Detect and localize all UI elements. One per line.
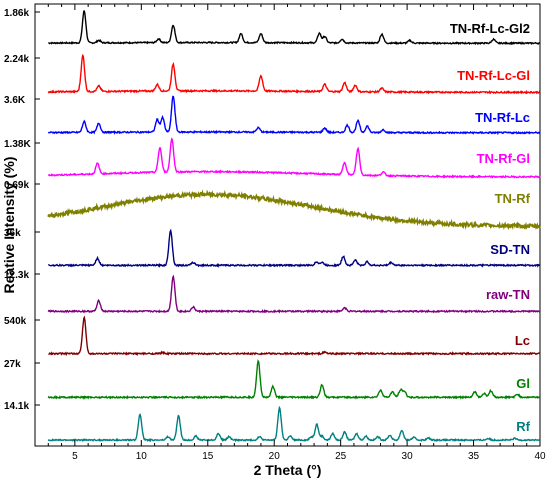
intensity-scale-label: 1.86k [4, 8, 29, 19]
x-tick-label: 20 [269, 451, 281, 462]
intensity-scale-label: 540k [4, 316, 27, 327]
series-line-TN-Rf-Lc [47, 95, 541, 136]
series-line-SD-TN [47, 228, 541, 268]
x-tick-label: 15 [202, 451, 214, 462]
x-tick-layer: 5 10 15 20 25 30 35 40 [47, 4, 546, 462]
series-line-TN-Rf-Lc-Gl2 [48, 10, 541, 46]
series-line-raw-TN [47, 274, 541, 314]
series-line-TN-Rf-Gl [47, 137, 541, 179]
series-line-TN-Rf [47, 189, 541, 231]
series-line-Gl [47, 359, 541, 400]
intensity-scale-label: 27k [4, 359, 21, 370]
intensity-scale-label: 2.24k [4, 54, 29, 65]
intensity-scale-label: 14.1k [4, 401, 29, 412]
x-axis-label: 2 Theta (°) [254, 462, 322, 478]
series-label: raw-TN [486, 287, 530, 302]
intensity-scale-label: 3.6K [4, 95, 26, 106]
x-tick-label: 5 [72, 451, 78, 462]
intensity-scale-label: 36k [4, 228, 21, 239]
intensity-scale-label: 1.38K [4, 139, 31, 150]
x-tick-label: 30 [402, 451, 414, 462]
series-label: TN-Rf [495, 191, 531, 206]
series-label: Gl [516, 376, 530, 391]
series-label: Rf [516, 419, 530, 434]
series-label: TN-Rf-Gl [477, 151, 530, 166]
series-label: TN-Rf-Lc-Gl2 [450, 21, 530, 36]
series-line-Rf [47, 405, 541, 443]
series-label: TN-Rf-Lc-Gl [457, 68, 530, 83]
intensity-scale-label: 12.3k [4, 270, 29, 281]
series-label: SD-TN [490, 242, 530, 257]
series-label: TN-Rf-Lc [475, 110, 530, 125]
x-tick-label: 10 [136, 451, 148, 462]
x-tick-label: 40 [534, 451, 546, 462]
series-line-TN-Rf-Lc-Gl [47, 53, 541, 95]
y-axis-label: Reative Intensity (%) [1, 157, 17, 294]
x-tick-label: 35 [468, 451, 480, 462]
series-label: Lc [515, 333, 530, 348]
series-layer: TN-Rf-Lc-Gl2 1.86k TN-Rf-Lc-Gl 2.24k TN-Rf-L… [4, 8, 541, 443]
intensity-scale-label: 0.69k [4, 180, 29, 191]
x-tick-label: 25 [335, 451, 347, 462]
series-line-Lc [48, 315, 541, 357]
